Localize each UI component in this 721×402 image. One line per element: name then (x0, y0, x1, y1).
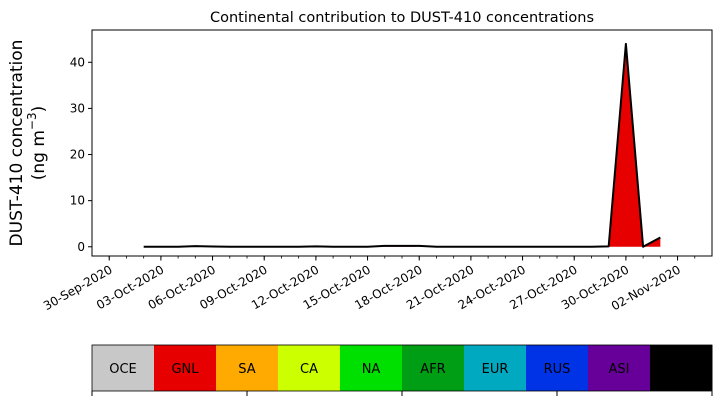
legend-swatch-na (340, 345, 403, 391)
plot-marks (143, 42, 661, 248)
legend-swatch-sa (216, 345, 279, 391)
y-axis-label: DUST-410 concentration (ng m−3) (7, 40, 49, 247)
legend-label-ca: CA (300, 362, 318, 377)
y-axis-unit-superscript: −3 (25, 112, 39, 130)
legend-label-oce: OCE (109, 362, 137, 377)
plot-frame (91, 29, 713, 257)
total-line (143, 42, 661, 248)
legend-swatch-eur (464, 345, 527, 391)
legend: OCE GNL SA CA NA AFR EUR RUS ASI AUS (91, 344, 713, 396)
y-tick-label: 10 (70, 194, 85, 208)
legend-label-na: NA (362, 362, 381, 377)
legend-label-asi: ASI (609, 362, 630, 377)
y-tick-label: 30 (70, 101, 85, 115)
legend-swatch-aus (650, 345, 713, 391)
legend-label-gnl: GNL (171, 362, 199, 377)
legend-label-eur: EUR (482, 362, 509, 377)
area-series-sa (143, 43, 661, 247)
chart-title: Continental contribution to DUST-410 con… (210, 10, 594, 26)
legend-label-rus: RUS (544, 362, 571, 377)
legend-swatch-ca (278, 345, 341, 391)
y-axis: 0 10 20 30 40 (70, 55, 92, 254)
y-tick-label: 0 (77, 240, 85, 254)
legend-swatch-rus (526, 345, 589, 391)
legend-label-aus: AUS (668, 362, 695, 377)
y-tick-label: 40 (70, 55, 85, 69)
legend-label-afr: AFR (420, 362, 445, 377)
area-series-gnl (143, 43, 661, 247)
y-axis-label-line1: DUST-410 concentration (7, 40, 27, 247)
area-series-ca (143, 43, 661, 247)
y-axis-unit-suffix: ) (29, 106, 49, 113)
x-axis: 30-Sep-202003-Oct-202006-Oct-202009-Oct-… (41, 256, 696, 313)
legend-swatch-asi (588, 345, 651, 391)
y-axis-unit-prefix: (ng m (29, 130, 49, 180)
y-axis-label-line2: (ng m−3) (25, 106, 49, 181)
legend-swatch-oce (92, 345, 155, 391)
legend-swatch-gnl (154, 345, 217, 391)
legend-label-sa: SA (238, 362, 255, 377)
legend-swatch-afr (402, 345, 465, 391)
y-tick-label: 20 (70, 148, 85, 162)
